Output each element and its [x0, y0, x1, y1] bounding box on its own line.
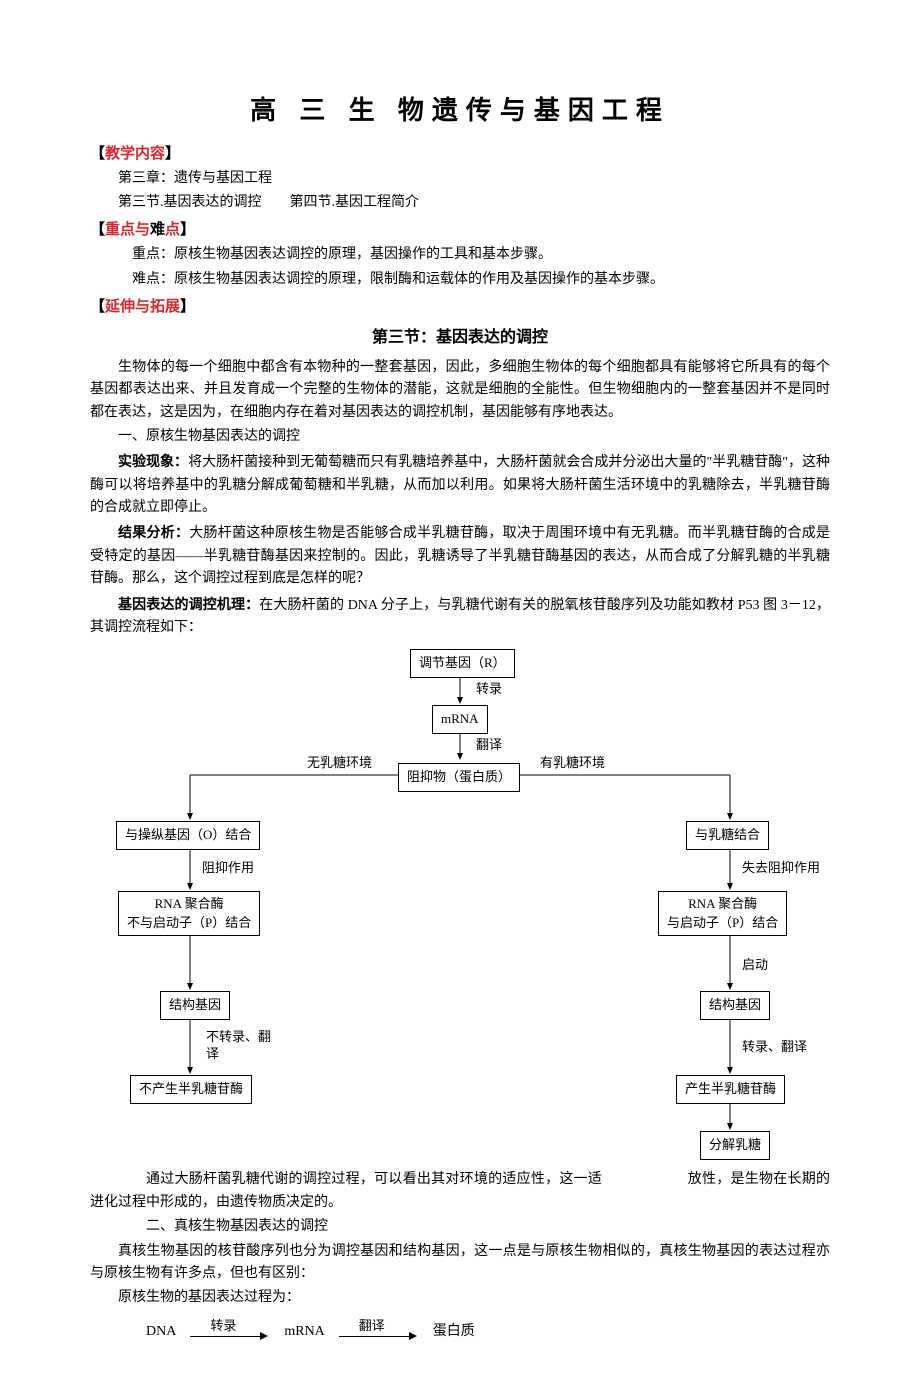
label-lac: 有乳糖环境 [538, 753, 607, 774]
arrow-protein: 蛋白质 [433, 1321, 475, 1343]
p2-body: 将大肠杆菌接种到无葡萄糖而只有乳糖培养基中，大肠杆菌就会合成并分泌出大量的"半乳… [90, 455, 830, 515]
arrow-1: 转录 [190, 1320, 270, 1344]
node-mrna: mRNA [432, 705, 488, 734]
focus-a: 重点与 [105, 222, 150, 238]
arrow-2-label: 翻译 [359, 1316, 385, 1337]
title-spaced: 高 三 生 物 [250, 95, 432, 125]
arrow-2: 翻译 [339, 1320, 419, 1344]
para3: 结果分析：大肠杆菌这种原核生物是否能够合成半乳糖苷酶，取决于周围环境中有无乳糖。… [90, 521, 830, 590]
flowchart: 调节基因（R） 转录 mRNA 翻译 无乳糖环境 有乳糖环境 阻抑物（蛋白质） … [90, 645, 830, 1165]
label-tt: 转录、翻译 [740, 1037, 809, 1058]
sub2: 二、真核生物基因表达的调控 [90, 1216, 830, 1238]
node-bind-o: 与操纵基因（O）结合 [116, 821, 260, 850]
label-start: 启动 [740, 955, 770, 976]
heading-focus: 【重点与难点】 [90, 218, 830, 242]
arrow-1-label: 转录 [210, 1316, 236, 1337]
arrow-dna: DNA [146, 1321, 176, 1343]
para4: 基因表达的调控机理：在大肠杆菌的 DNA 分子上，与乳糖代谢有关的脱氧核苷酸序列… [90, 593, 830, 640]
node-rnap-yes: RNA 聚合酶与启动子（P）结合 [658, 891, 787, 935]
para5: 通过大肠杆菌乳糖代谢的调控过程，可以看出其对环境的适应性，这一适 放性，是生物在… [90, 1169, 830, 1214]
node-bind-lac: 与乳糖结合 [686, 821, 769, 850]
para1: 生物体的每一个细胞中都含有本物种的一整套基因，因此，多细胞生物体的每个细胞都具有… [90, 357, 830, 424]
heading-teach: 【教学内容】 [90, 142, 830, 166]
sub1: 一、原核生物基因表达的调控 [90, 426, 830, 448]
p3-body: 大肠杆菌这种原核生物是否能够合成半乳糖苷酶，取决于周围环境中有无乳糖。而半乳糖苷… [90, 526, 830, 586]
label-repress: 阻抑作用 [200, 858, 256, 879]
label-no-lac: 无乳糖环境 [305, 753, 374, 774]
focus-c: 点 [165, 222, 180, 238]
label-lose-repress: 失去阻抑作用 [740, 858, 822, 879]
teach-line2: 第三节.基因表达的调控 第四节.基因工程简介 [90, 192, 830, 214]
page-title: 高 三 生 物遗传与基因工程 [90, 90, 830, 132]
node-struct-right: 结构基因 [700, 991, 770, 1020]
para7: 原核生物的基因表达过程为： [90, 1287, 830, 1309]
section3-title: 第三节：基因表达的调控 [90, 325, 830, 351]
teach-line1: 第三章：遗传与基因工程 [90, 168, 830, 190]
arrow-mrna: mRNA [284, 1321, 324, 1343]
para6: 真核生物基因的核苷酸序列也分为调控基因和结构基因，这一点是与原核生物相似的，真核… [90, 1241, 830, 1286]
node-struct-left: 结构基因 [160, 991, 230, 1020]
focus-line1: 重点：原核生物基因表达调控的原理，基因操作的工具和基本步骤。 [90, 244, 830, 266]
node-regulator: 调节基因（R） [410, 649, 515, 678]
heading-teach-label: 教学内容 [105, 146, 165, 162]
node-rnap-no: RNA 聚合酶不与启动子（P）结合 [118, 891, 260, 935]
p2-label: 实验现象： [118, 453, 188, 469]
label-translation: 翻译 [474, 735, 504, 756]
label-no-tt: 不转录、翻译 [204, 1029, 273, 1063]
p4-label: 基因表达的调控机理： [118, 596, 259, 612]
para2: 实验现象：将大肠杆菌接种到无葡萄糖而只有乳糖培养基中，大肠杆菌就会合成并分泌出大… [90, 450, 830, 519]
bottom-arrow-diagram: DNA 转录 mRNA 翻译 蛋白质 [146, 1320, 830, 1344]
extend-label: 延伸与拓展 [105, 299, 180, 315]
label-transcription: 转录 [474, 679, 504, 700]
focus-line2: 难点：原核生物基因表达调控的原理，限制酶和运载体的作用及基因操作的基本步骤。 [90, 269, 830, 291]
node-enzyme: 产生半乳糖苷酶 [676, 1075, 785, 1104]
focus-b: 难 [150, 222, 165, 238]
node-split-lac: 分解乳糖 [700, 1131, 770, 1160]
p3-label: 结果分析： [118, 524, 189, 540]
node-no-enzyme: 不产生半乳糖苷酶 [130, 1075, 252, 1104]
title-rest: 遗传与基因工程 [432, 95, 670, 125]
heading-extend: 【延伸与拓展】 [90, 295, 830, 319]
node-repressor: 阻抑物（蛋白质） [398, 763, 520, 792]
